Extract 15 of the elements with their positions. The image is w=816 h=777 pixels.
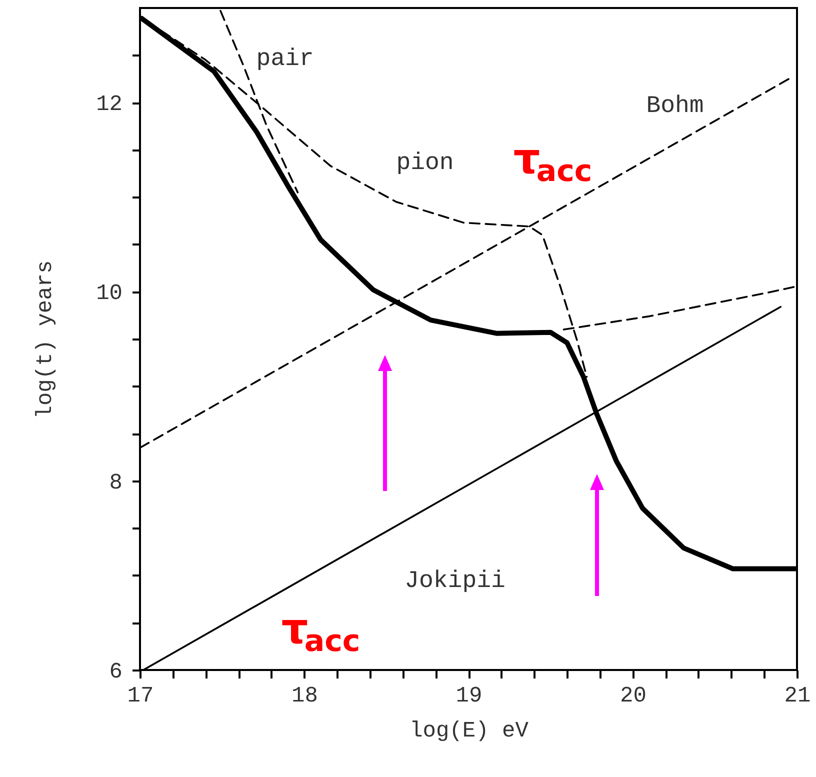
y-tick-label: 10 bbox=[96, 281, 122, 306]
annotation: pion bbox=[396, 150, 454, 177]
annotation: pair bbox=[256, 46, 314, 73]
x-tick-label: 21 bbox=[784, 684, 811, 708]
x-tick-label: 18 bbox=[292, 684, 318, 708]
annotation: Jokipii bbox=[404, 568, 506, 595]
y-axis-title: log(t) years bbox=[33, 260, 58, 419]
x-tick-label: 20 bbox=[620, 684, 646, 708]
y-tick-label: 12 bbox=[96, 92, 122, 118]
x-tick-label: 17 bbox=[127, 684, 154, 708]
x-axis-title: log(E) eV bbox=[410, 718, 530, 744]
annotation: Bohm bbox=[646, 93, 704, 120]
y-tick-label: 6 bbox=[109, 660, 122, 684]
y-tick-label: 8 bbox=[109, 470, 122, 496]
x-tick-label: 19 bbox=[456, 684, 482, 708]
